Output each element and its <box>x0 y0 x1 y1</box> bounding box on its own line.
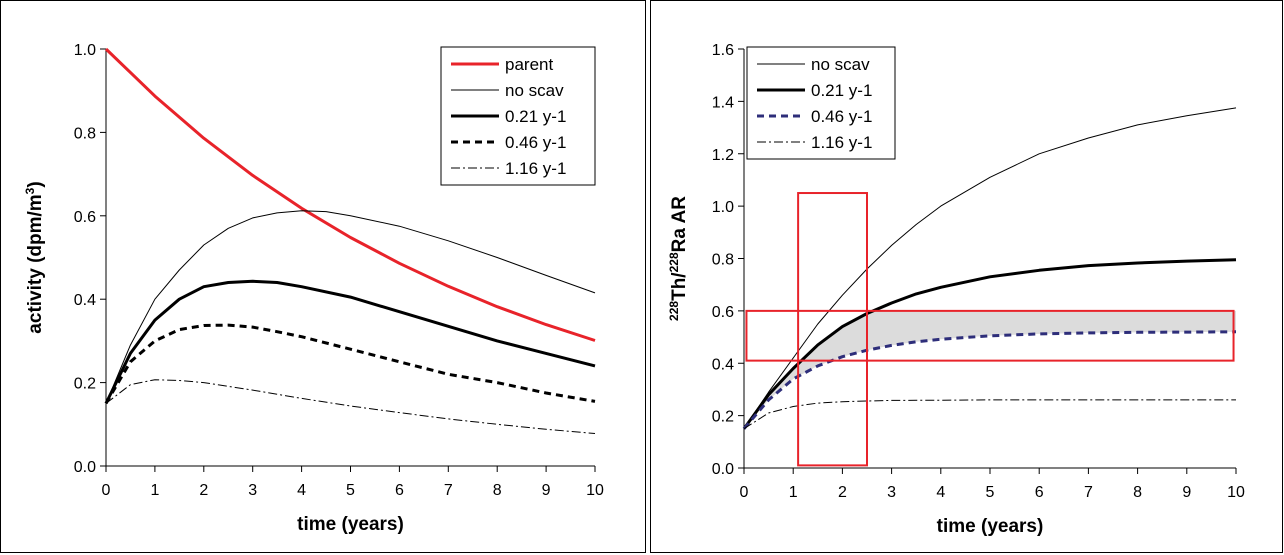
x-tick-label: 8 <box>493 482 502 499</box>
shaded-region <box>748 310 1236 423</box>
x-tick-label: 6 <box>1035 484 1044 501</box>
x-tick-label: 2 <box>199 482 208 499</box>
activity-chart: 0.0 0.2 0.4 0.6 0.8 1.0 0 1 2 3 4 5 6 7 8 9 10 time (year… <box>23 42 604 535</box>
y-axis-title-part: ) <box>25 181 46 187</box>
y-tick-label: 0.8 <box>74 125 96 142</box>
legend-label: 0.21 y-1 <box>811 81 872 100</box>
x-tick-label: 4 <box>936 484 945 501</box>
x-tick-label: 5 <box>346 482 355 499</box>
right-chart-panel: 0.0 0.2 0.4 0.6 0.8 1.0 1.2 1.4 1.6 0 1 2 3 4 5 6 7 8 9 10 t… <box>650 0 1283 553</box>
series-line-1-16-y-1 <box>743 399 1236 430</box>
legend-label: no scav <box>505 81 564 100</box>
series-line-no-scav <box>743 107 1237 429</box>
y-tick-label: 1.6 <box>712 42 734 59</box>
series-line-1-16-y-1 <box>105 379 596 434</box>
y-tick-label: 0.6 <box>712 304 734 321</box>
x-tick-label: 3 <box>887 484 896 501</box>
x-tick-label: 4 <box>297 482 306 499</box>
y-tick-label: 1.0 <box>712 199 734 216</box>
legend-box <box>746 46 896 160</box>
legend-label: 0.46 y-1 <box>505 133 566 152</box>
x-tick-label: 6 <box>395 482 404 499</box>
x-tick-label: 2 <box>838 484 847 501</box>
y-tick-label: 0.8 <box>712 252 734 269</box>
x-tick-label: 5 <box>986 484 995 501</box>
x-tick-label: 10 <box>586 482 604 499</box>
x-tick-label: 0 <box>740 484 749 501</box>
y-axis-title-part: Ra AR <box>669 196 690 253</box>
y-tick-label: 1.4 <box>712 94 734 111</box>
y-axis-title-part: activity (dpm/m <box>25 194 46 333</box>
x-tick-label: 8 <box>1133 484 1142 501</box>
y-tick-label: 0.0 <box>74 459 96 476</box>
y-axis-title: activity (dpm/m3) <box>23 181 46 333</box>
activity-ratio-chart: 0.0 0.2 0.4 0.6 0.8 1.0 1.2 1.4 1.6 0 1 2 3 4 5 6 7 8 9 10 t… <box>667 42 1245 537</box>
series-line-0-21-y-1 <box>104 279 596 405</box>
highlight-box <box>745 309 1235 362</box>
y-tick-label: 0.4 <box>712 356 734 373</box>
series-line-0-46-y-1 <box>104 323 596 405</box>
x-tick-label: 1 <box>150 482 159 499</box>
x-tick-label: 1 <box>789 484 798 501</box>
y-tick-label: 0.6 <box>74 209 96 226</box>
x-axis-title: time (years) <box>297 514 404 535</box>
x-tick-label: 7 <box>1084 484 1093 501</box>
y-tick-label: 0.2 <box>712 409 734 426</box>
y-axis-title-part: Th/ <box>669 272 690 301</box>
x-axis-title: time (years) <box>937 516 1044 537</box>
y-tick-label: 1.2 <box>712 147 734 164</box>
left-chart-panel: 0.0 0.2 0.4 0.6 0.8 1.0 0 1 2 3 4 5 6 7 8 9 10 time (year… <box>0 0 646 553</box>
y-tick-label: 0.4 <box>74 292 96 309</box>
series-line-no-scav <box>105 210 596 404</box>
y-axis-title-sup: 228 <box>667 252 681 272</box>
y-axis-title: 228Th/228Ra AR <box>667 196 690 321</box>
y-axis-title-sup: 228 <box>667 301 681 321</box>
y-axis-title-sup: 3 <box>23 187 37 194</box>
legend-label: no scav <box>811 55 870 74</box>
x-tick-label: 7 <box>444 482 453 499</box>
x-tick-label: 10 <box>1227 484 1245 501</box>
legend-label: 0.46 y-1 <box>811 107 872 126</box>
series-line-0-21-y-1 <box>742 258 1237 430</box>
x-tick-label: 9 <box>542 482 551 499</box>
x-tick-label: 9 <box>1182 484 1191 501</box>
series-line-parent <box>104 47 596 342</box>
highlight-box <box>797 192 868 467</box>
legend-label: 1.16 y-1 <box>505 159 566 178</box>
y-tick-label: 1.0 <box>74 42 96 59</box>
y-tick-label: 0.2 <box>74 376 96 393</box>
x-tick-label: 0 <box>102 482 111 499</box>
y-tick-label: 0.0 <box>712 461 734 478</box>
legend-label: 1.16 y-1 <box>811 133 872 152</box>
legend-label: 0.21 y-1 <box>505 107 566 126</box>
legend-label: parent <box>505 55 553 74</box>
x-tick-label: 3 <box>248 482 257 499</box>
